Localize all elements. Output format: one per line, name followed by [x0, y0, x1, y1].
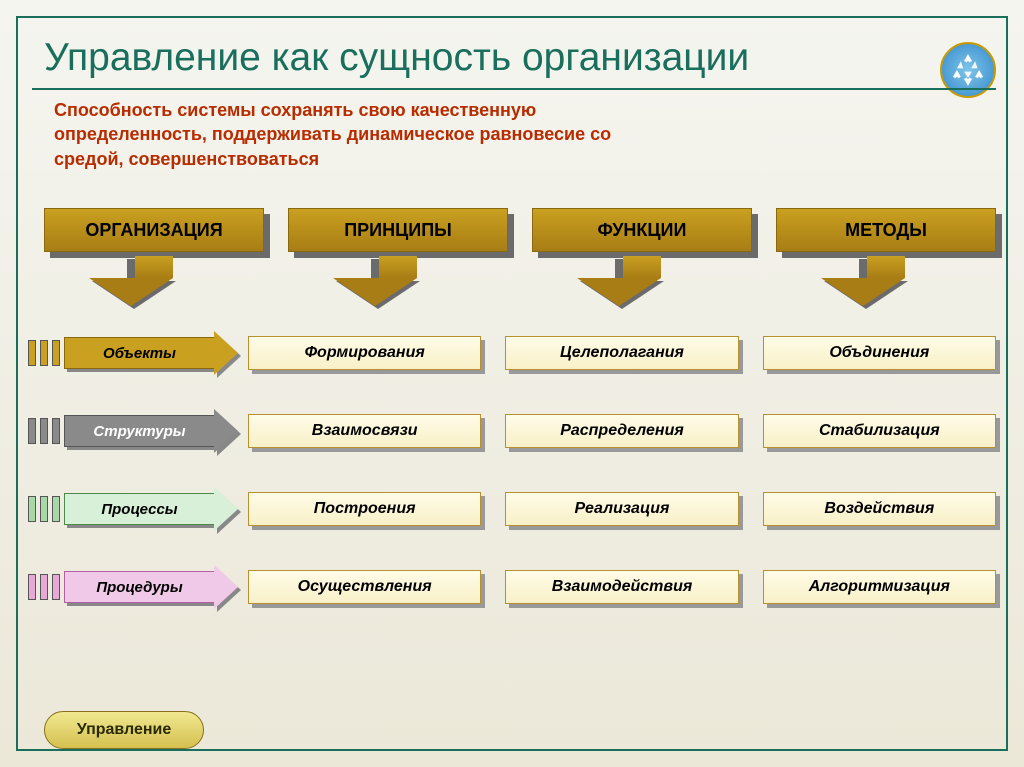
header-cell-3: МЕТОДЫ: [776, 208, 996, 306]
header-cell-2: ФУНКЦИИ: [532, 208, 752, 306]
row-label: Процедуры: [64, 571, 214, 603]
row-arrow-icon: Структуры: [64, 415, 238, 447]
row-arrow-icon: Процедуры: [64, 571, 238, 603]
title-underline: [32, 88, 996, 90]
header-label: ОРГАНИЗАЦИЯ: [44, 208, 264, 252]
row-arrow-icon: Объекты: [64, 337, 238, 369]
cell-label: Алгоритмизация: [763, 570, 996, 604]
data-row-2: Процессы Построения Реализация Воздействия: [28, 488, 996, 530]
cell-label: Взаимосвязи: [248, 414, 481, 448]
cell-label: Объдинения: [763, 336, 996, 370]
cell-label: Распределения: [505, 414, 738, 448]
data-row-3: Процедуры Осуществления Взаимодействия Алго…: [28, 566, 996, 608]
data-cell: Взаимосвязи: [248, 414, 481, 448]
data-cell: Осуществления: [248, 570, 481, 604]
row-arrow-icon: Процессы: [64, 493, 238, 525]
down-arrow-icon: [356, 256, 440, 306]
footer-button[interactable]: Управление: [44, 711, 204, 749]
data-cell: Алгоритмизация: [763, 570, 996, 604]
data-cell: Реализация: [505, 492, 738, 526]
row-label: Объекты: [64, 337, 214, 369]
data-cell: Формирования: [248, 336, 481, 370]
down-arrow-icon: [600, 256, 684, 306]
cell-label: Формирования: [248, 336, 481, 370]
slide-title: Управление как сущность организации: [44, 36, 749, 80]
data-row-1: Структуры Взаимосвязи Распределения Стабили…: [28, 410, 996, 452]
row-label: Структуры: [64, 415, 214, 447]
cell-label: Воздействия: [763, 492, 996, 526]
data-cell: Взаимодействия: [505, 570, 738, 604]
row-stripes-icon: [28, 574, 60, 600]
cell-label: Целеполагания: [505, 336, 738, 370]
header-label: ФУНКЦИИ: [532, 208, 752, 252]
data-cell: Стабилизация: [763, 414, 996, 448]
row-stripes-icon: [28, 496, 60, 522]
data-cell: Построения: [248, 492, 481, 526]
data-cell: Объдинения: [763, 336, 996, 370]
data-cell: Воздействия: [763, 492, 996, 526]
header-row: ОРГАНИЗАЦИЯ ПРИНЦИПЫ ФУНКЦИИ МЕТОДЫ: [44, 208, 996, 306]
down-arrow-icon: [112, 256, 196, 306]
down-arrow-icon: [844, 256, 928, 306]
data-cell: Распределения: [505, 414, 738, 448]
cell-label: Взаимодействия: [505, 570, 738, 604]
header-cell-1: ПРИНЦИПЫ: [288, 208, 508, 306]
data-cell: Целеполагания: [505, 336, 738, 370]
data-row-0: Объекты Формирования Целеполагания Объдинен…: [28, 332, 996, 374]
row-stripes-icon: [28, 340, 60, 366]
cell-label: Реализация: [505, 492, 738, 526]
header-label: ПРИНЦИПЫ: [288, 208, 508, 252]
cell-label: Построения: [248, 492, 481, 526]
header-label: МЕТОДЫ: [776, 208, 996, 252]
header-cell-0: ОРГАНИЗАЦИЯ: [44, 208, 264, 306]
cell-label: Осуществления: [248, 570, 481, 604]
cell-label: Стабилизация: [763, 414, 996, 448]
subtitle-text: Способность системы сохранять свою качес…: [54, 98, 614, 171]
row-stripes-icon: [28, 418, 60, 444]
row-label: Процессы: [64, 493, 214, 525]
